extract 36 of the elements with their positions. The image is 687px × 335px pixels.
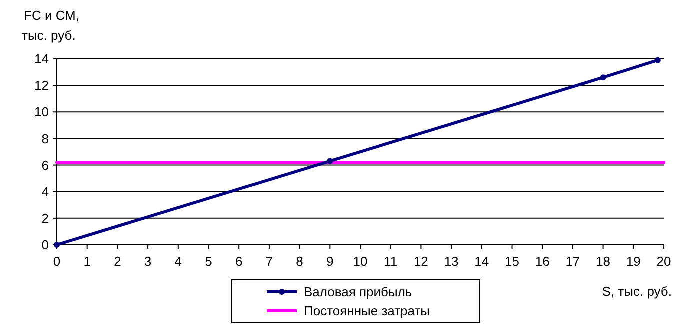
x-tick-label: 8 [296,254,304,269]
y-tick-label: 10 [34,104,49,120]
point [327,158,334,164]
x-tick-label: 19 [626,254,641,269]
x-tick-label: 20 [656,254,672,269]
x-tick-label: 12 [414,254,428,269]
x-tick-label: 6 [235,254,243,269]
y-tick-label: 4 [42,184,49,200]
y-tick-label: 14 [34,52,49,67]
x-tick-label: 13 [444,254,459,269]
y-tick-label: 6 [42,158,49,173]
point [654,57,661,64]
x-tick-label: 3 [144,254,152,269]
y-axis-title: FC и СМ, тыс. руб. [22,8,80,43]
x-tick-label: 14 [474,254,490,269]
x-tick-label: 5 [205,254,212,269]
x-tick-label: 2 [114,254,122,269]
y-tick-label: 2 [42,210,49,226]
y-tick-label: 8 [42,131,49,146]
x-tick-label: 0 [53,254,61,269]
y-tick-label: 12 [34,78,49,94]
x-tick-label: 9 [326,254,334,269]
y-tick-label: 0 [42,238,49,253]
x-tick-label: 17 [566,254,580,269]
x-axis-title: S, тыс. руб. [602,284,672,299]
legend-label: Валовая прибыль [304,284,412,300]
x-tick-label: 10 [353,254,368,269]
x-tick-label: 11 [384,254,398,269]
x-tick-label: 18 [596,254,611,269]
x-tick-label: 7 [266,254,274,269]
x-tick-label: 1 [84,254,91,269]
x-tick-label: 15 [505,254,520,269]
legend-label: Постоянные затраты [304,304,430,319]
point [600,74,606,81]
x-tick-label: 16 [535,254,550,269]
x-tick-label: 4 [174,254,182,269]
